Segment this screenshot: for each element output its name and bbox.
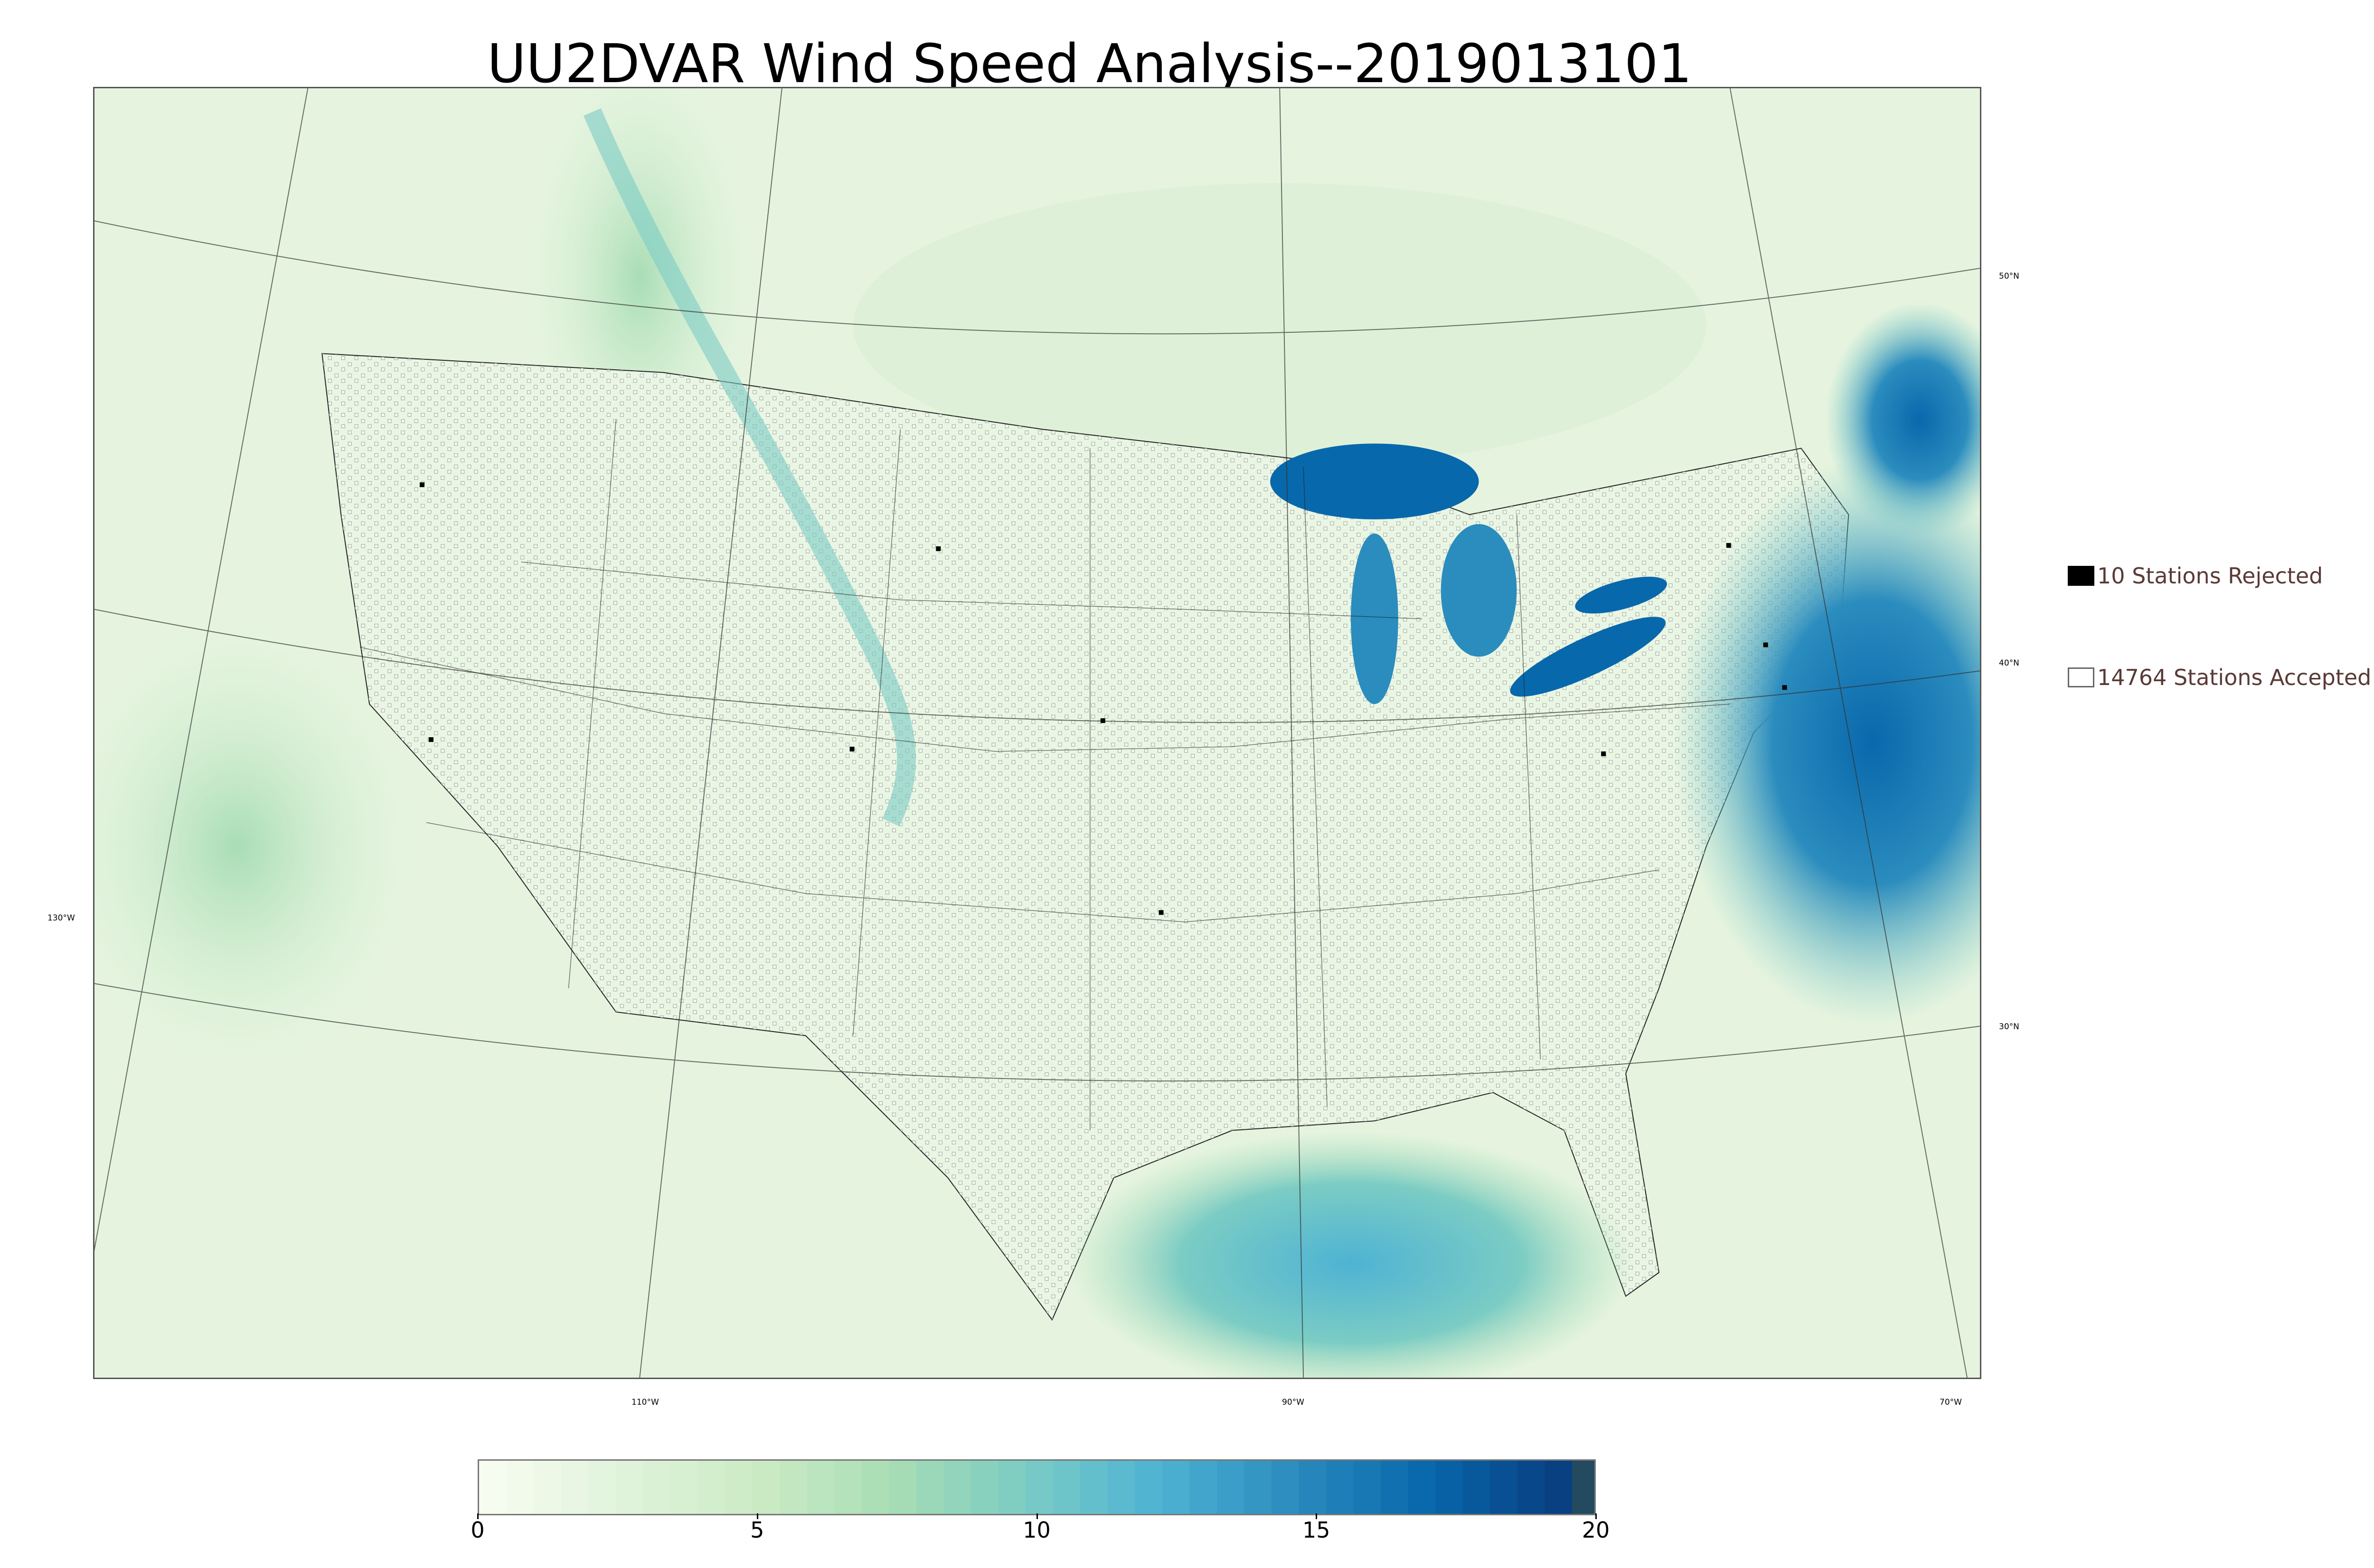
lon-label-90w: 90°W — [1282, 1398, 1304, 1407]
colorbar-band — [1217, 1461, 1245, 1514]
legend-accepted: 14764 Stations Accepted — [2068, 665, 2371, 690]
colorbar-band — [1435, 1461, 1463, 1514]
colorbar-band — [1299, 1461, 1327, 1514]
lat-label-50n: 50°N — [1999, 272, 2019, 281]
colorbar-band — [1517, 1461, 1545, 1514]
colorbar-tick-mark — [1595, 1513, 1597, 1519]
colorbar-band — [561, 1461, 589, 1514]
colorbar-band — [725, 1461, 753, 1514]
colorbar-band — [588, 1461, 616, 1514]
colorbar-band — [807, 1461, 835, 1514]
legend-rejected: 10 Stations Rejected — [2068, 563, 2323, 589]
legend-accepted-label: 14764 Stations Accepted — [2097, 665, 2371, 690]
colorbar-band — [479, 1461, 507, 1514]
colorbar-band — [971, 1461, 999, 1514]
lat-label-40n: 40°N — [1999, 658, 2019, 668]
colorbar-tick-mark — [477, 1513, 479, 1519]
colorbar-band — [1463, 1461, 1491, 1514]
colorbar-band — [1026, 1461, 1054, 1514]
colorbar-band — [998, 1461, 1026, 1514]
colorbar-band — [1162, 1461, 1190, 1514]
colorbar-band — [943, 1461, 971, 1514]
colorbar-band — [753, 1461, 781, 1514]
colorbar-band — [1244, 1461, 1272, 1514]
lon-label-70w: 70°W — [1940, 1398, 1962, 1407]
colorbar-band — [916, 1461, 944, 1514]
colorbar-band — [1490, 1461, 1518, 1514]
colorbar-band — [1108, 1461, 1136, 1514]
colorbar-tick-label: 0 — [471, 1517, 484, 1543]
lon-label-130w: 130°W — [47, 913, 75, 923]
colorbar-band — [1381, 1461, 1409, 1514]
colorbar-tick-label: 5 — [750, 1517, 764, 1543]
colorbar-band — [862, 1461, 890, 1514]
colorbar-band — [1053, 1461, 1081, 1514]
legend-rejected-label: 10 Stations Rejected — [2097, 563, 2323, 589]
colorbar-band — [670, 1461, 698, 1514]
colorbar-band — [1272, 1461, 1300, 1514]
colorbar-band — [834, 1461, 862, 1514]
accepted-marker-icon — [2068, 667, 2094, 687]
colorbar-band — [1545, 1461, 1573, 1514]
colorbar-band — [1326, 1461, 1354, 1514]
colorbar-band — [780, 1461, 808, 1514]
colorbar-band — [1080, 1461, 1108, 1514]
colorbar-tick-label: 10 — [1023, 1517, 1051, 1543]
colorbar-gradient — [479, 1461, 1594, 1514]
colorbar-band — [616, 1461, 644, 1514]
colorbar-band — [534, 1461, 562, 1514]
colorbar-band — [697, 1461, 725, 1514]
colorbar-band — [643, 1461, 671, 1514]
map-canvas — [94, 88, 1980, 1378]
rejected-marker-icon — [2068, 566, 2094, 586]
colorbar-band — [1408, 1461, 1436, 1514]
lon-label-110w: 110°W — [631, 1398, 659, 1407]
colorbar-tick-mark — [1036, 1513, 1038, 1519]
wind-speed-map — [93, 87, 1981, 1379]
colorbar-band-max — [1572, 1461, 1594, 1514]
colorbar-tick-label: 15 — [1302, 1517, 1330, 1543]
colorbar — [478, 1459, 1596, 1515]
colorbar-band — [1135, 1461, 1163, 1514]
colorbar-band — [507, 1461, 535, 1514]
colorbar-band — [1189, 1461, 1217, 1514]
colorbar-band — [1354, 1461, 1382, 1514]
lat-label-30n: 30°N — [1999, 1022, 2019, 1032]
colorbar-band — [889, 1461, 917, 1514]
colorbar-tick-mark — [1316, 1513, 1317, 1519]
colorbar-tick-mark — [757, 1513, 758, 1519]
map-title: UU2DVAR Wind Speed Analysis--2019013101 — [487, 33, 1627, 95]
colorbar-tick-label: 20 — [1582, 1517, 1610, 1543]
